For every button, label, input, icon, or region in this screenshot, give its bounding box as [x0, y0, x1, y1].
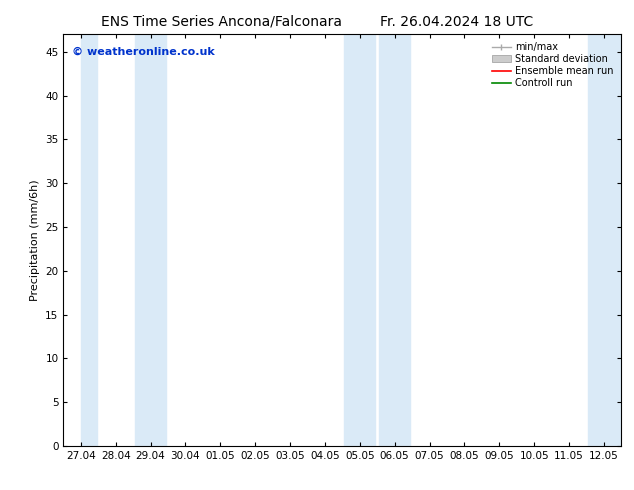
Bar: [135, 34, 166, 446]
Y-axis label: Precipitation (mm/6h): Precipitation (mm/6h): [30, 179, 40, 301]
Legend: min/max, Standard deviation, Ensemble mean run, Controll run: min/max, Standard deviation, Ensemble me…: [489, 39, 616, 91]
Bar: [588, 34, 621, 446]
Bar: [81, 34, 96, 446]
Bar: [344, 34, 375, 446]
Text: ENS Time Series Ancona/Falconara: ENS Time Series Ancona/Falconara: [101, 15, 342, 29]
Text: © weatheronline.co.uk: © weatheronline.co.uk: [72, 47, 214, 57]
Bar: [379, 34, 410, 446]
Text: Fr. 26.04.2024 18 UTC: Fr. 26.04.2024 18 UTC: [380, 15, 533, 29]
